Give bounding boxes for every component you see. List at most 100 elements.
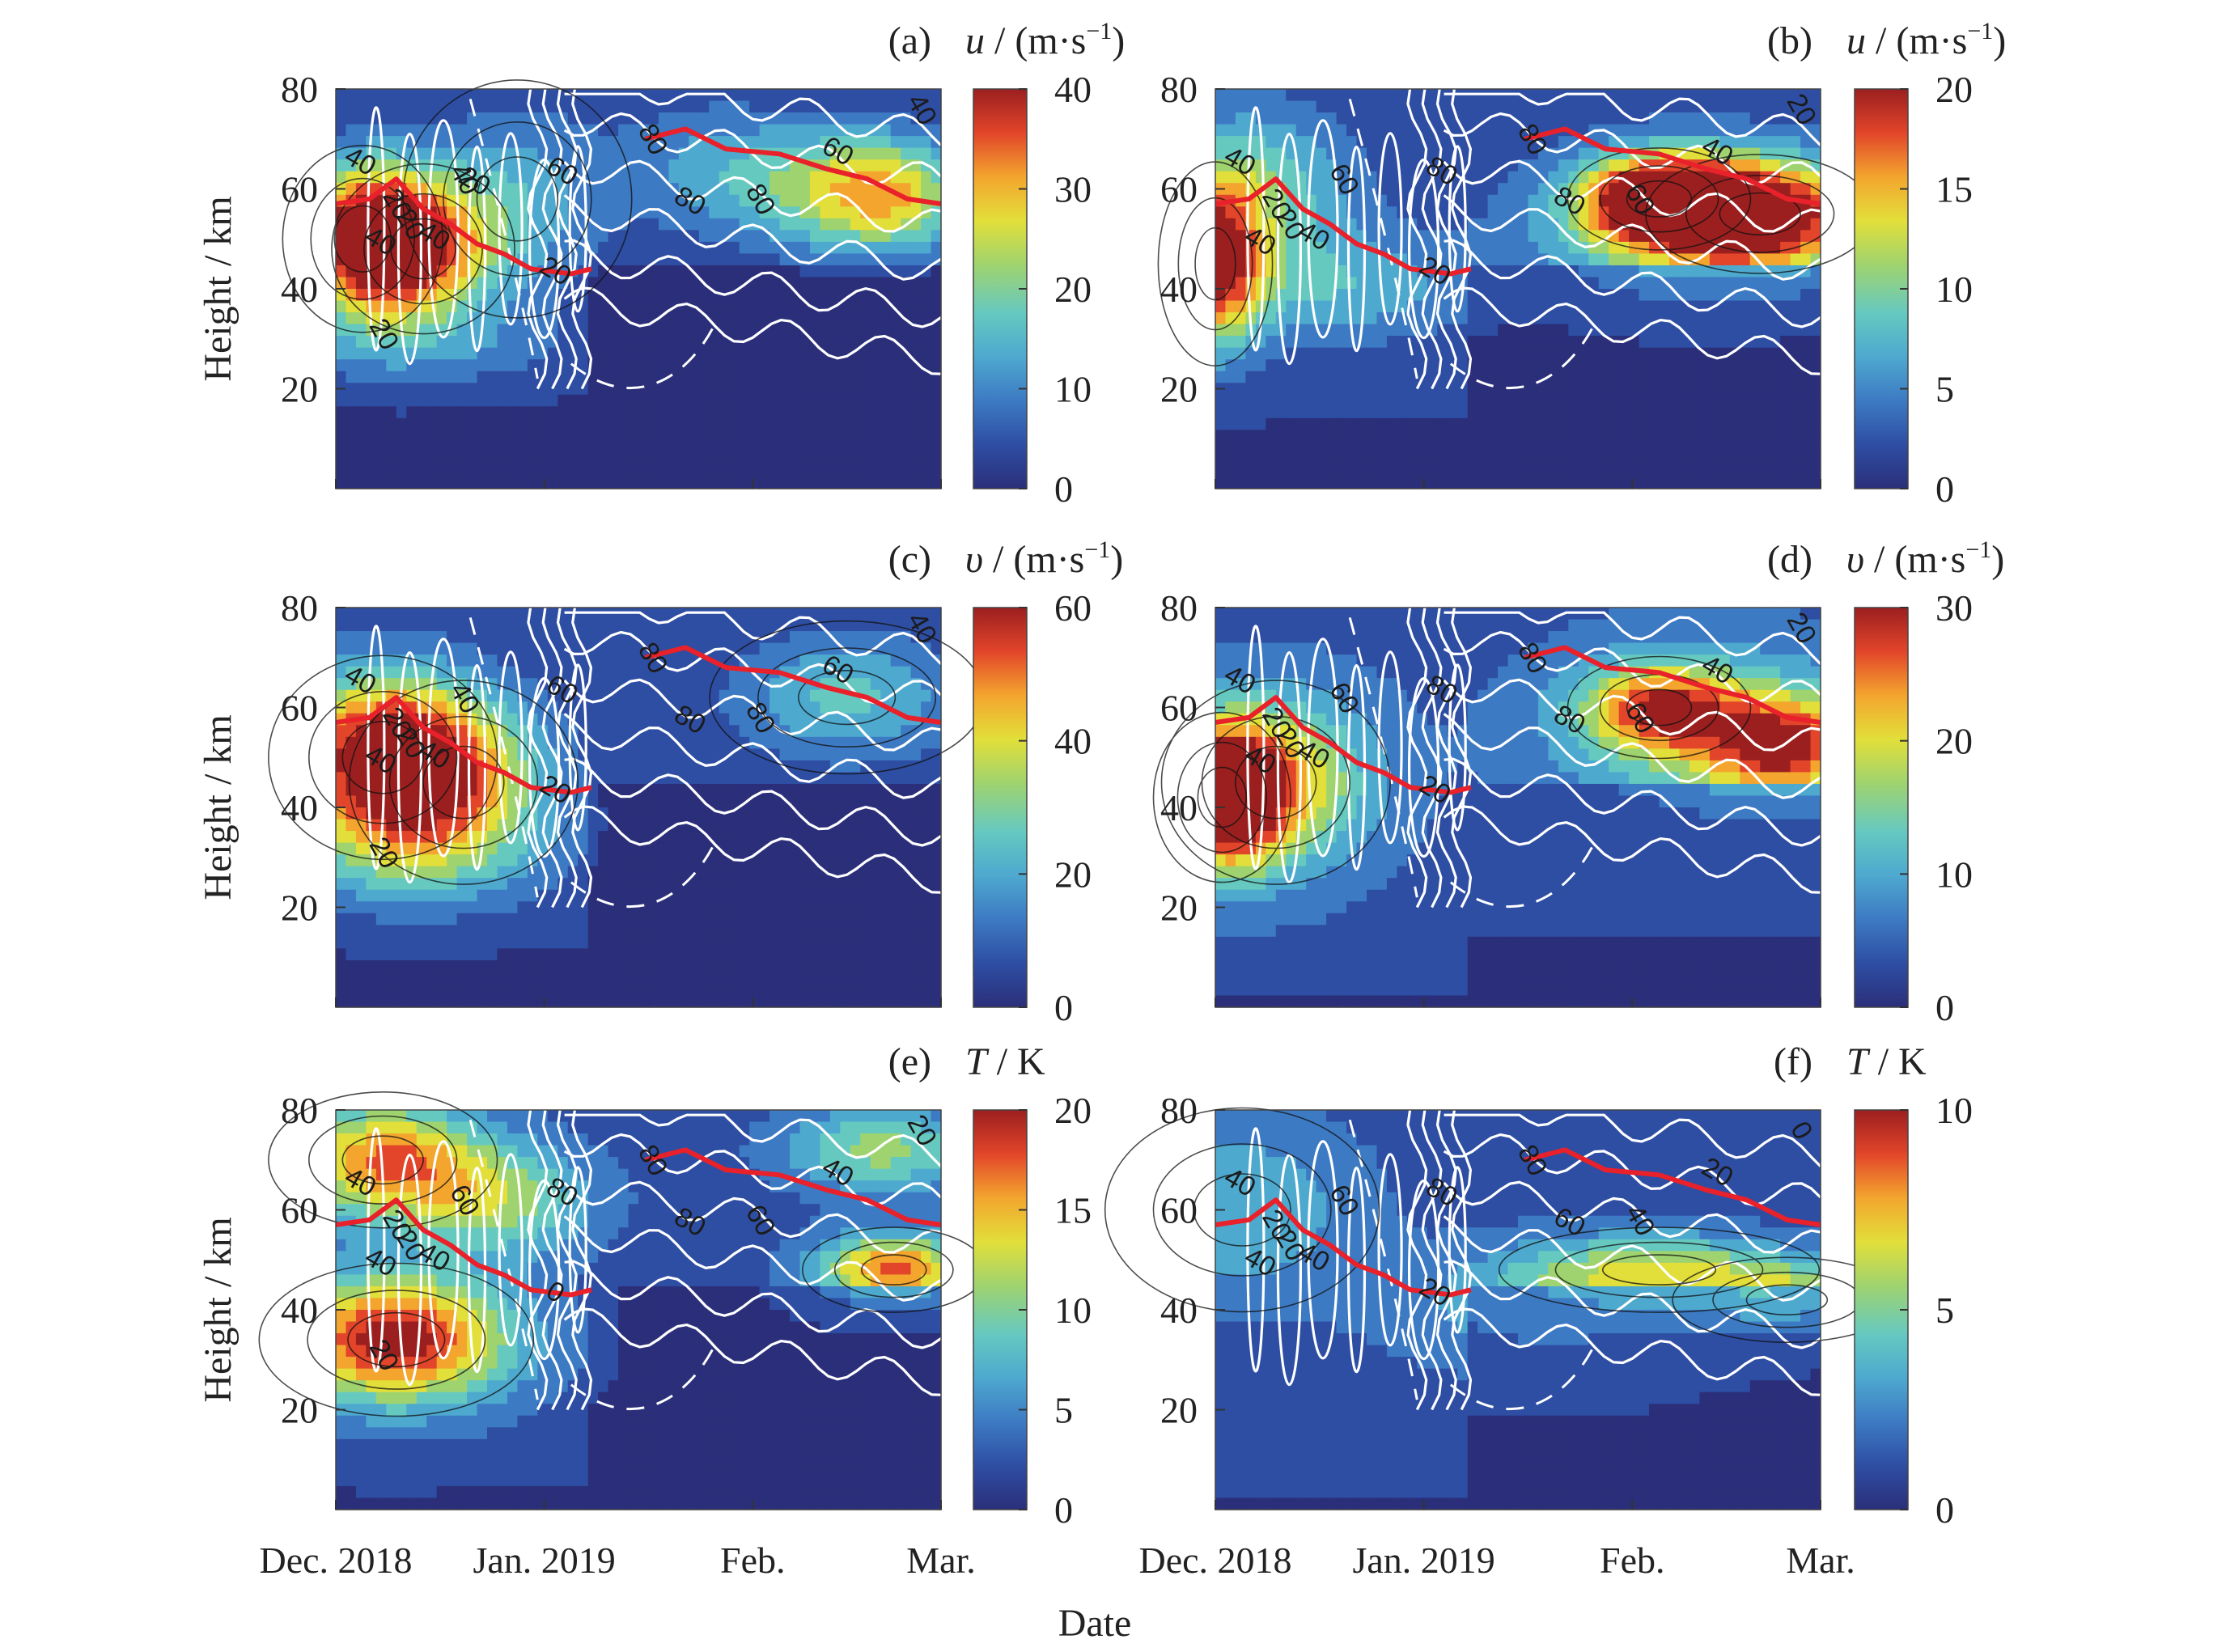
heatmap-cell	[870, 441, 881, 455]
heatmap-cell	[779, 218, 791, 231]
heatmap-cell	[1376, 383, 1388, 396]
heatmap-cell	[739, 265, 750, 278]
heatmap-cell	[1336, 100, 1347, 113]
heatmap-cell	[587, 336, 599, 349]
heatmap-cell	[840, 312, 851, 325]
heatmap-cell	[850, 701, 861, 714]
heatmap-cell	[1729, 430, 1740, 443]
heatmap-cell	[910, 666, 922, 679]
heatmap-cell	[1356, 417, 1367, 430]
heatmap-cell	[698, 666, 710, 679]
heatmap-cell	[921, 218, 932, 231]
heatmap-cell	[1699, 453, 1711, 466]
heatmap-cell	[1568, 100, 1579, 113]
heatmap-cell	[1548, 265, 1559, 278]
heatmap-cell	[820, 324, 831, 337]
heatmap-cell	[1286, 277, 1297, 290]
heatmap-cell	[689, 464, 700, 478]
heatmap-cell	[709, 112, 720, 125]
heatmap-cell	[890, 89, 901, 102]
heatmap-cell	[618, 206, 630, 219]
heatmap-cell	[1729, 383, 1740, 396]
heatmap-cell	[749, 430, 761, 443]
heatmap-cell	[406, 100, 418, 113]
heatmap-cell	[809, 171, 820, 184]
heatmap-cell	[406, 324, 418, 337]
heatmap-cell	[689, 689, 700, 702]
heatmap-cell	[1507, 183, 1519, 196]
heatmap-cell	[1306, 406, 1317, 419]
heatmap-cell	[1386, 406, 1397, 419]
heatmap-cell	[658, 241, 669, 255]
heatmap-cell	[1629, 347, 1640, 360]
heatmap-cell	[1235, 265, 1246, 278]
heatmap-cell	[739, 289, 750, 302]
heatmap-cell	[1800, 230, 1812, 243]
heatmap-cell	[779, 324, 791, 337]
heatmap-cell	[759, 300, 770, 313]
heatmap-cell	[1346, 359, 1358, 372]
heatmap-cell	[1467, 230, 1478, 243]
heatmap-cell	[1367, 206, 1378, 219]
heatmap-cell	[1740, 230, 1751, 243]
heatmap-cell	[658, 430, 669, 443]
heatmap-cell	[910, 406, 922, 419]
heatmap-cell	[497, 336, 508, 349]
heatmap-cell	[1588, 464, 1600, 478]
heatmap-cell	[769, 383, 781, 396]
heatmap-cell	[689, 312, 700, 325]
heatmap-cell	[1537, 383, 1549, 396]
heatmap-cell	[648, 441, 659, 455]
heatmap-cell	[1498, 430, 1509, 443]
heatmap-cell	[689, 371, 700, 383]
heatmap-cell	[1487, 453, 1499, 466]
heatmap-cell	[689, 631, 700, 644]
heatmap-cell	[921, 112, 932, 125]
heatmap-cell	[1709, 477, 1720, 489]
heatmap-cell	[336, 394, 347, 407]
heatmap-cell	[426, 359, 438, 372]
heatmap-cell	[1275, 394, 1287, 407]
heatmap-cell	[1558, 241, 1569, 255]
heatmap-cell	[1558, 430, 1569, 443]
heatmap-cell	[658, 89, 669, 102]
heatmap-cell	[850, 253, 861, 266]
heatmap-cell	[1629, 417, 1640, 430]
heatmap-cell	[618, 725, 630, 738]
heatmap-cell	[739, 89, 750, 102]
heatmap-cell	[618, 477, 630, 489]
heatmap-cell	[769, 453, 781, 466]
heatmap-cell	[517, 336, 528, 349]
heatmap-cell	[578, 112, 589, 125]
heatmap-cell	[598, 619, 609, 632]
heatmap-cell	[820, 477, 831, 489]
heatmap-cell	[1659, 136, 1670, 149]
heatmap-cell	[668, 631, 680, 644]
heatmap-cell	[820, 265, 831, 278]
heatmap-cell	[638, 713, 650, 726]
heatmap-cell	[749, 383, 761, 396]
heatmap-cell	[608, 725, 619, 738]
heatmap-cell	[931, 89, 942, 102]
heatmap-cell	[1659, 89, 1670, 102]
heatmap-cell	[1719, 100, 1731, 113]
heatmap-cell	[698, 159, 710, 172]
heatmap-cell	[426, 406, 438, 419]
heatmap-cell	[406, 678, 418, 691]
heatmap-cell	[1618, 371, 1630, 383]
heatmap-cell	[527, 124, 538, 137]
heatmap-cell	[1397, 464, 1408, 478]
heatmap-cell	[1487, 394, 1499, 407]
heatmap-cell	[921, 689, 932, 702]
heatmap-cell	[467, 89, 478, 102]
heatmap-cell	[890, 253, 901, 266]
heatmap-cell	[587, 171, 599, 184]
heatmap-cell	[1487, 417, 1499, 430]
heatmap-cell	[1659, 347, 1670, 360]
heatmap-cell	[1518, 383, 1529, 396]
heatmap-cell	[840, 359, 851, 372]
heatmap-cell	[355, 394, 367, 407]
heatmap-cell	[901, 241, 912, 255]
heatmap-cell	[396, 477, 407, 489]
heatmap-cell	[406, 441, 418, 455]
